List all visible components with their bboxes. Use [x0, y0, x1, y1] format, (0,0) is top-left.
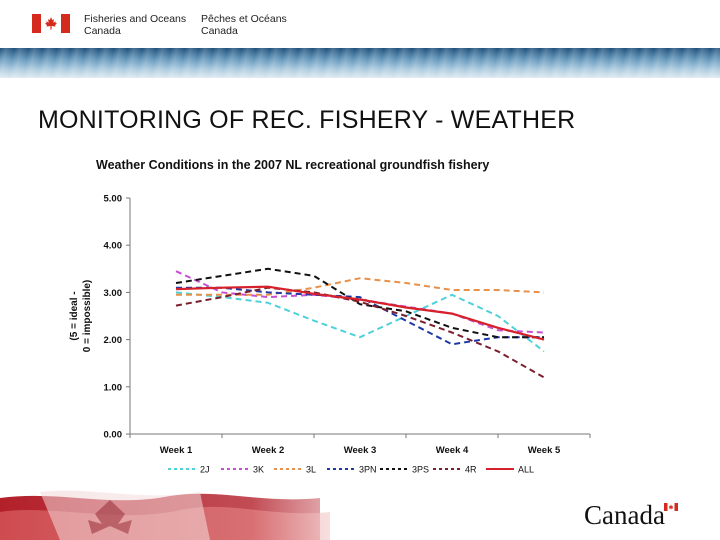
org-name-english-line2: Canada — [84, 25, 121, 37]
slide-title: MONITORING OF REC. FISHERY - WEATHER — [38, 106, 576, 134]
canada-flag-icon — [32, 14, 70, 33]
y-axis-label-line2: 0 = impossible) — [82, 280, 93, 353]
wordmark-flag-icon — [664, 503, 678, 511]
series-line-3k — [175, 270, 545, 334]
y-tick-label: 0.00 — [104, 430, 123, 441]
org-name-english-line1: Fisheries and Oceans — [84, 13, 187, 25]
x-tick-label: Week 4 — [436, 445, 469, 456]
ocean-banner — [0, 48, 720, 78]
series-line-all — [175, 285, 545, 341]
legend-label-3k: 3K — [253, 465, 264, 475]
x-tick-label: Week 2 — [252, 445, 285, 456]
legend-label-all: ALL — [518, 465, 534, 475]
series-line-4r — [175, 286, 545, 379]
y-tick-label: 3.00 — [104, 288, 123, 299]
series-line-3ps — [175, 267, 544, 339]
legend-label-2j: 2J — [200, 465, 210, 475]
org-name-french-line1: Pêches et Océans — [201, 13, 287, 25]
legend-label-4r: 4R — [465, 465, 477, 475]
y-tick-label: 1.00 — [104, 382, 123, 393]
canada-wordmark: Canada — [584, 500, 665, 530]
weather-line-chart: Weather Conditions in the 2007 NL recrea… — [69, 158, 591, 475]
x-tick-label: Week 1 — [160, 445, 193, 456]
legend-label-3l: 3L — [306, 465, 316, 475]
y-tick-label: 5.00 — [104, 194, 123, 205]
legend-label-3ps: 3PS — [412, 465, 429, 475]
footer-banner — [0, 490, 720, 540]
ocean-banner-texture — [0, 48, 720, 78]
x-tick-label: Week 5 — [528, 445, 561, 456]
y-axis-label-line1: (5 = ideal - — [69, 291, 80, 340]
org-name-french: Pêches et Océans Canada — [201, 13, 287, 37]
series-line-3pn — [176, 286, 544, 346]
y-tick-label: 2.00 — [104, 335, 123, 346]
series-line-2j — [175, 291, 545, 353]
org-name-english: Fisheries and Oceans Canada — [84, 13, 186, 37]
x-tick-label: Week 3 — [344, 445, 377, 456]
org-name-french-line2: Canada — [201, 25, 238, 37]
header-bar: Fisheries and Oceans Canada Pêches et Oc… — [0, 0, 720, 48]
y-tick-label: 4.00 — [104, 241, 123, 252]
legend-label-3pn: 3PN — [359, 465, 377, 475]
chart-title: Weather Conditions in the 2007 NL recrea… — [96, 158, 489, 172]
footer-flag-graphic — [0, 490, 720, 540]
